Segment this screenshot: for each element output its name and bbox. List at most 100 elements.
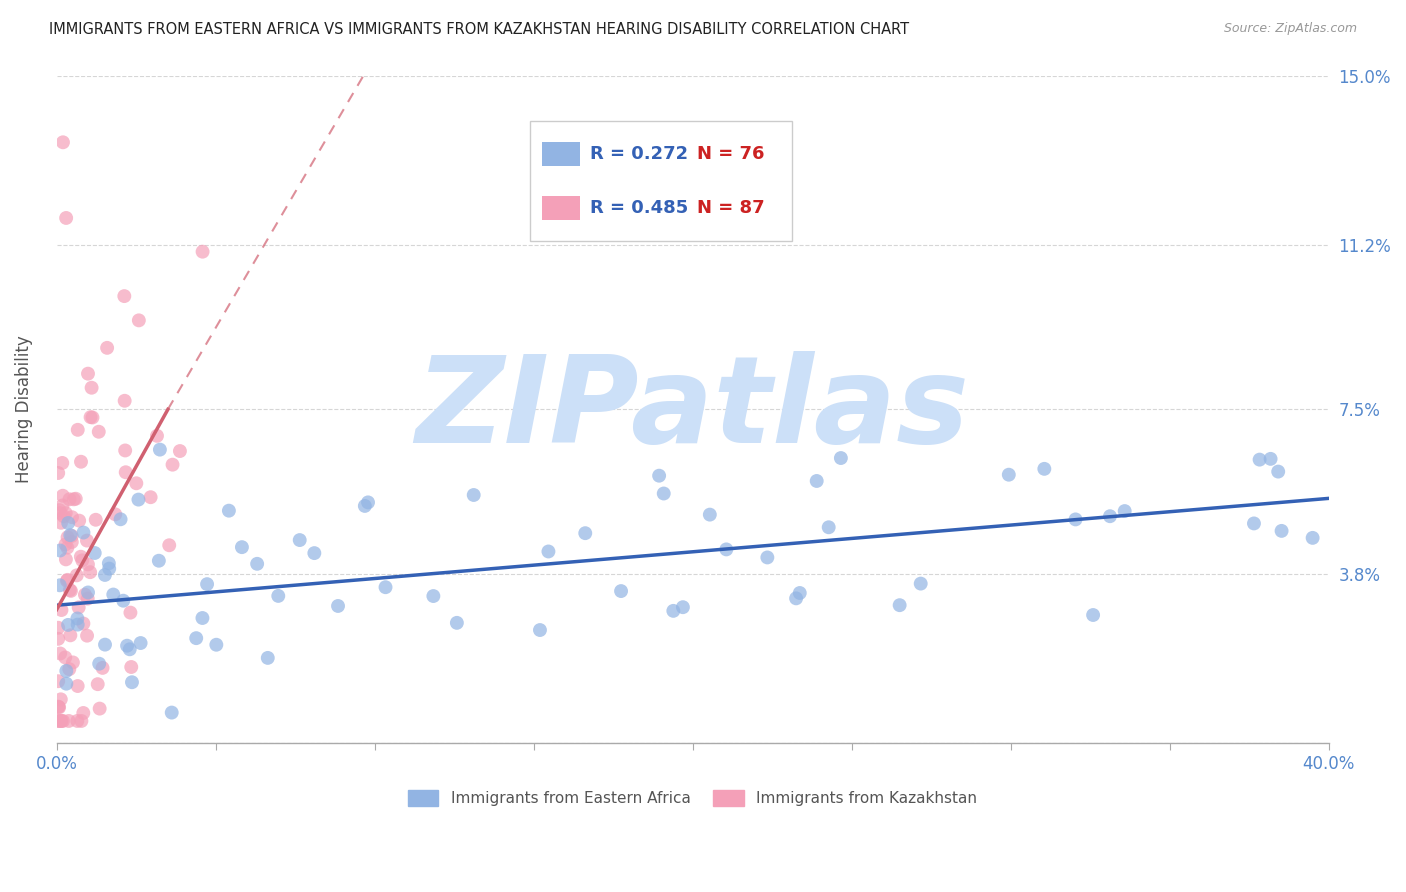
Immigrants from Eastern Africa (103, 588, 125, 602)
Y-axis label: Hearing Disability: Hearing Disability (15, 335, 32, 483)
Immigrants from Eastern Africa (357, 495, 380, 509)
Immigrants from Kazakhstan (51, 603, 73, 617)
Immigrants from Kazakhstan (162, 458, 184, 472)
Immigrants from Kazakhstan (55, 537, 77, 551)
Immigrants from Kazakhstan (146, 429, 169, 443)
Immigrants from Eastern Africa (66, 617, 89, 632)
Immigrants from Kazakhstan (60, 529, 83, 543)
Immigrants from Eastern Africa (191, 611, 214, 625)
Immigrants from Eastern Africa (58, 516, 80, 530)
Immigrants from Kazakhstan (76, 629, 98, 643)
Immigrants from Kazakhstan (51, 499, 73, 513)
Immigrants from Eastern Africa (1267, 465, 1289, 479)
Immigrants from Kazakhstan (53, 650, 76, 665)
Immigrants from Kazakhstan (48, 503, 70, 517)
Immigrants from Eastern Africa (817, 520, 839, 534)
Immigrants from Kazakhstan (76, 533, 98, 548)
Immigrants from Kazakhstan (52, 509, 75, 524)
Immigrants from Kazakhstan (96, 341, 118, 355)
Immigrants from Kazakhstan (48, 699, 70, 714)
Immigrants from Eastern Africa (699, 508, 721, 522)
Immigrants from Eastern Africa (326, 599, 349, 613)
Immigrants from Eastern Africa (89, 657, 111, 671)
Immigrants from Kazakhstan (120, 660, 142, 674)
Immigrants from Eastern Africa (127, 492, 149, 507)
Immigrants from Eastern Africa (267, 589, 290, 603)
Immigrants from Kazakhstan (72, 706, 94, 720)
Immigrants from Eastern Africa (1260, 451, 1282, 466)
Immigrants from Eastern Africa (662, 604, 685, 618)
Immigrants from Kazakhstan (77, 367, 100, 381)
Immigrants from Kazakhstan (48, 714, 70, 728)
Immigrants from Eastern Africa (97, 556, 120, 570)
Immigrants from Kazakhstan (91, 661, 114, 675)
Immigrants from Kazakhstan (66, 423, 89, 437)
Immigrants from Eastern Africa (610, 584, 633, 599)
Immigrants from Kazakhstan (79, 565, 101, 579)
Immigrants from Eastern Africa (149, 442, 172, 457)
Immigrants from Eastern Africa (55, 664, 77, 678)
Immigrants from Eastern Africa (1243, 516, 1265, 531)
Immigrants from Kazakhstan (82, 410, 104, 425)
Text: N = 87: N = 87 (697, 199, 765, 217)
Text: ZIPatlas: ZIPatlas (416, 351, 970, 468)
Immigrants from Kazakhstan (49, 714, 72, 728)
Immigrants from Eastern Africa (1114, 504, 1136, 518)
Immigrants from Kazakhstan (46, 466, 69, 480)
Immigrants from Kazakhstan (112, 289, 135, 303)
Immigrants from Kazakhstan (65, 491, 87, 506)
Immigrants from Kazakhstan (76, 591, 98, 606)
Immigrants from Eastern Africa (205, 638, 228, 652)
Immigrants from Kazakhstan (67, 514, 90, 528)
Immigrants from Kazakhstan (67, 600, 90, 615)
Immigrants from Kazakhstan (114, 465, 136, 479)
Immigrants from Kazakhstan (62, 656, 84, 670)
Immigrants from Kazakhstan (55, 211, 77, 225)
Immigrants from Kazakhstan (59, 583, 82, 598)
Immigrants from Kazakhstan (114, 443, 136, 458)
Immigrants from Kazakhstan (52, 489, 75, 503)
Immigrants from Kazakhstan (46, 674, 69, 689)
Immigrants from Kazakhstan (56, 574, 79, 588)
Immigrants from Eastern Africa (648, 468, 671, 483)
Immigrants from Eastern Africa (1098, 509, 1121, 524)
Immigrants from Eastern Africa (806, 474, 828, 488)
Immigrants from Eastern Africa (716, 542, 738, 557)
Immigrants from Eastern Africa (115, 639, 138, 653)
Immigrants from Kazakhstan (84, 513, 107, 527)
Immigrants from Eastern Africa (218, 503, 240, 517)
Immigrants from Kazakhstan (120, 606, 142, 620)
Immigrants from Eastern Africa (94, 568, 117, 582)
Immigrants from Eastern Africa (304, 546, 326, 560)
Immigrants from Eastern Africa (121, 675, 143, 690)
Immigrants from Kazakhstan (49, 506, 72, 520)
Text: N = 76: N = 76 (697, 145, 765, 163)
Immigrants from Kazakhstan (46, 699, 69, 714)
Immigrants from Eastern Africa (463, 488, 485, 502)
Immigrants from Eastern Africa (160, 706, 183, 720)
Immigrants from Eastern Africa (112, 593, 135, 607)
Immigrants from Kazakhstan (77, 558, 100, 572)
Immigrants from Kazakhstan (62, 492, 84, 507)
Text: IMMIGRANTS FROM EASTERN AFRICA VS IMMIGRANTS FROM KAZAKHSTAN HEARING DISABILITY : IMMIGRANTS FROM EASTERN AFRICA VS IMMIGR… (49, 22, 910, 37)
Immigrants from Eastern Africa (288, 533, 311, 547)
Immigrants from Eastern Africa (353, 499, 375, 513)
Immigrants from Kazakhstan (59, 628, 82, 642)
Immigrants from Eastern Africa (422, 589, 444, 603)
Immigrants from Eastern Africa (59, 528, 82, 542)
Immigrants from Eastern Africa (256, 651, 278, 665)
Immigrants from Eastern Africa (652, 486, 675, 500)
Immigrants from Eastern Africa (830, 450, 852, 465)
Immigrants from Kazakhstan (191, 244, 214, 259)
Immigrants from Kazakhstan (87, 425, 110, 439)
Text: R = 0.485: R = 0.485 (591, 199, 689, 217)
Immigrants from Kazakhstan (66, 714, 89, 728)
Immigrants from Eastern Africa (186, 631, 208, 645)
Text: Source: ZipAtlas.com: Source: ZipAtlas.com (1223, 22, 1357, 36)
Immigrants from Eastern Africa (756, 550, 779, 565)
Immigrants from Kazakhstan (55, 552, 77, 566)
Immigrants from Kazakhstan (60, 510, 83, 524)
Immigrants from Kazakhstan (104, 508, 127, 522)
Immigrants from Eastern Africa (529, 623, 551, 637)
Text: R = 0.272: R = 0.272 (591, 145, 689, 163)
